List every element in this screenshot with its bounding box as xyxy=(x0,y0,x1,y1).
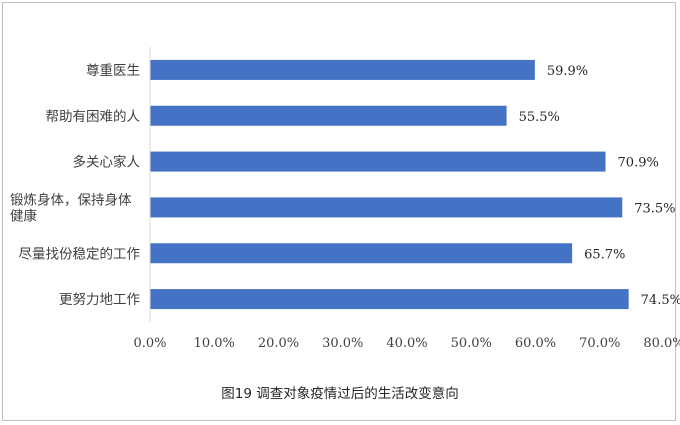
x-tick-label-8: 80.0% xyxy=(643,336,680,351)
x-tick-label-0: 0.0% xyxy=(133,336,166,351)
x-tick-labels: 0.0% 10.0% 20.0% 30.0% 40.0% 50.0% 60.0% 70.0% 8… xyxy=(133,336,680,351)
data-labels: 59.9% 55.5% 70.9% 73.5% 65.7% 74.5% xyxy=(519,64,680,308)
category-label-3: 锻炼身体，保持身体健康 xyxy=(10,192,132,224)
chart-caption: 图19 调查对象疫情过后的生活改变意向 xyxy=(221,385,458,402)
category-label-0: 尊重医生 xyxy=(86,63,140,79)
data-label-4: 65.7% xyxy=(584,247,625,262)
x-tick-label-2: 20.0% xyxy=(258,336,299,351)
bar-1 xyxy=(150,105,507,126)
x-tick-label-7: 70.0% xyxy=(579,336,620,351)
bar-4 xyxy=(150,243,573,264)
data-label-3: 73.5% xyxy=(634,201,675,216)
x-tick-label-1: 10.0% xyxy=(194,336,235,351)
category-label-5: 更努力地工作 xyxy=(59,292,140,308)
category-label-1: 帮助有困难的人 xyxy=(46,109,141,125)
data-label-0: 59.9% xyxy=(547,64,588,79)
bars-group xyxy=(150,59,629,310)
bar-2 xyxy=(150,151,606,172)
bar-0 xyxy=(150,59,535,80)
x-tick-label-6: 60.0% xyxy=(515,336,556,351)
x-tick-label-3: 30.0% xyxy=(322,336,363,351)
category-labels: 尊重医生帮助有困难的人多关心家人锻炼身体，保持身体健康尽量找份稳定的工作更努力地… xyxy=(10,63,140,308)
data-label-5: 74.5% xyxy=(641,293,680,308)
category-label-2: 多关心家人 xyxy=(73,154,141,171)
bar-5 xyxy=(150,289,629,310)
x-tick-label-5: 50.0% xyxy=(451,336,492,351)
bar-3 xyxy=(150,197,623,218)
category-label-4: 尽量找份稳定的工作 xyxy=(19,246,141,262)
x-tick-label-4: 40.0% xyxy=(386,336,427,351)
data-label-2: 70.9% xyxy=(618,156,659,171)
data-label-1: 55.5% xyxy=(519,110,560,125)
